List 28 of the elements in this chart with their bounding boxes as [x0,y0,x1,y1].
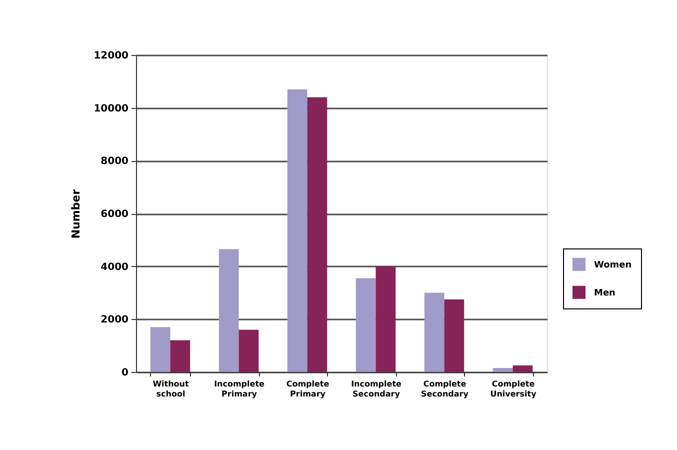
bar [512,365,533,372]
x-tick-label: Without school [152,380,189,398]
x-tick-label: Complete University [490,380,538,398]
x-tick-label: Complete Primary [286,380,330,398]
y-tick-label: 6000 [100,209,129,220]
bar [376,266,396,372]
bar [356,278,376,372]
legend-label: Men [594,288,616,298]
x-tick-label: Incomplete Secondary [351,380,402,398]
bar [150,327,170,372]
y-tick-label: 8000 [100,156,129,168]
y-tick-label: 12000 [94,50,129,62]
x-tick-label: Complete Secondary [421,380,470,398]
y-tick-label: 10000 [94,103,129,114]
bar [444,299,464,372]
y-tick-label: 0 [122,368,129,378]
bar [218,249,239,372]
bar [492,368,513,372]
x-tick-label: Incomplete Primary [214,380,266,398]
bar [287,89,308,372]
y-tick-label: 4000 [100,262,129,273]
bar [424,292,444,372]
bar [238,330,259,372]
bar [170,340,190,372]
bar [307,97,328,372]
y-axis-title: Number [70,188,83,239]
y-tick-label: 2000 [100,314,129,326]
legend-label: Women [594,260,632,270]
